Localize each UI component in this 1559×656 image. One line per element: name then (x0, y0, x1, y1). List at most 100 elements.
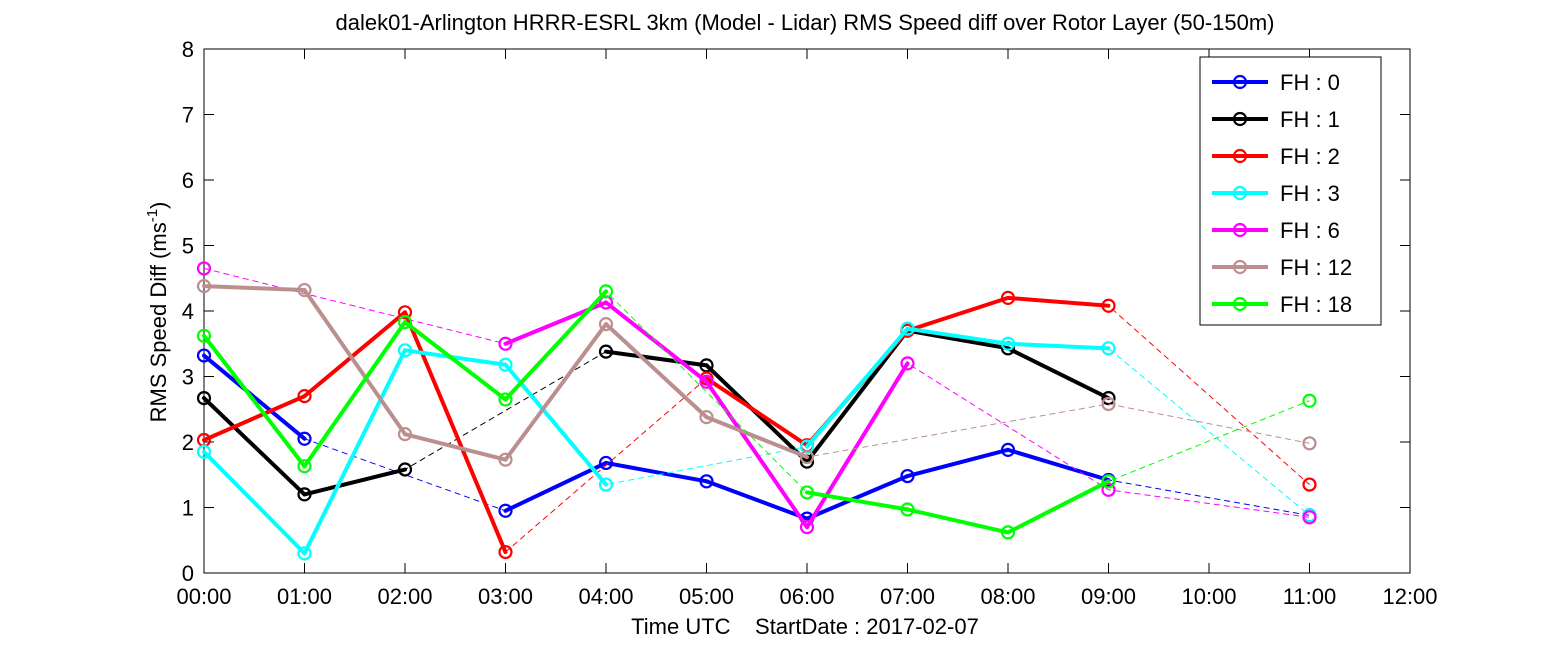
series-segment (403, 432, 508, 462)
data-point (799, 439, 815, 454)
series-segment (704, 415, 809, 460)
series-segment (905, 295, 1010, 333)
x-tick-label: 08:00 (980, 584, 1035, 609)
legend-swatch-marker (1232, 296, 1248, 312)
series-dashed-line (203, 328, 1310, 555)
y-tick-label: 7 (182, 103, 194, 128)
series-segment (503, 362, 608, 487)
legend-label: FH : 18 (1280, 292, 1352, 317)
legend-item: FH : 0 (1212, 70, 1340, 95)
series-segment (202, 353, 307, 441)
series-segment (302, 320, 407, 469)
series-segment (604, 322, 709, 420)
legend-item: FH : 18 (1212, 292, 1352, 317)
legend-label: FH : 3 (1280, 181, 1340, 206)
data-point (1101, 341, 1116, 356)
series-segment (202, 396, 307, 497)
data-point (196, 391, 212, 406)
x-tick-label: 12:00 (1382, 584, 1437, 609)
legend-item: FH : 2 (1212, 144, 1340, 169)
data-point (1302, 436, 1317, 451)
series-segment (1006, 346, 1111, 401)
legend-label: FH : 0 (1280, 70, 1340, 95)
series-segment (905, 326, 1010, 346)
data-point (598, 455, 614, 471)
data-point (196, 279, 212, 294)
chart-title: dalek01-Arlington HRRR-ESRL 3km (Model -… (335, 10, 1274, 35)
x-tick-label: 04:00 (578, 584, 633, 609)
data-point (699, 358, 714, 373)
data-point (498, 544, 513, 560)
data-point (1000, 442, 1016, 457)
x-tick-label: 06:00 (779, 584, 834, 609)
series-segment (302, 467, 407, 497)
series-segment (704, 379, 809, 530)
legend: FH : 0 FH : 1 FH : 2 FH : 3 FH : 6 FH : 12 FH … (1199, 56, 1382, 326)
data-point (699, 374, 714, 389)
series-segment (805, 326, 910, 449)
y-tick-label: 3 (182, 365, 194, 390)
data-point (598, 344, 614, 359)
data-point (397, 462, 413, 477)
data-point (1000, 336, 1016, 351)
series-segment (905, 507, 1010, 535)
series-segment (704, 376, 809, 448)
data-point (1101, 474, 1116, 489)
legend-label: FH : 1 (1280, 107, 1340, 132)
x-tick-label: 03:00 (478, 584, 533, 609)
x-tick-label: 01:00 (277, 584, 332, 609)
series-segment (1006, 295, 1111, 308)
data-point (297, 459, 312, 474)
data-point (1000, 525, 1016, 540)
data-point (799, 449, 815, 465)
y-tick-label: 6 (182, 168, 194, 193)
series-segment (704, 479, 809, 521)
data-point (900, 321, 915, 336)
series-segment (503, 322, 608, 462)
legend-swatch-marker (1232, 259, 1248, 275)
series-segment (1006, 479, 1111, 535)
data-point (297, 431, 312, 446)
series-segment (503, 460, 608, 513)
data-point (196, 261, 212, 276)
data-point (799, 520, 815, 535)
data-point (1101, 396, 1116, 412)
data-point (397, 315, 413, 330)
axes: 00:00 01:00 02:00 03:00 04:00 05:00 06:00 07:00… (176, 37, 1437, 609)
data-point (1302, 477, 1317, 492)
legend-item: FH : 1 (1212, 107, 1340, 132)
series-segment (403, 320, 508, 402)
data-point (1000, 290, 1016, 305)
series-dashed-line (203, 267, 1310, 529)
series-segment (805, 361, 910, 530)
series-6 (196, 284, 1317, 540)
data-point (598, 477, 614, 492)
series-2 (196, 290, 1317, 560)
legend-swatch-marker (1232, 111, 1248, 127)
x-tick-label: 10:00 (1181, 584, 1236, 609)
data-point (598, 284, 614, 299)
data-point (498, 452, 513, 467)
y-tick-label: 2 (182, 430, 194, 455)
series-segment (1006, 341, 1111, 351)
data-point (498, 503, 513, 518)
data-point (397, 427, 413, 442)
legend-swatch-marker (1232, 148, 1248, 164)
series-segment (202, 394, 307, 443)
data-point (1302, 393, 1317, 408)
y-tick-label: 5 (182, 234, 194, 259)
data-point (498, 357, 513, 372)
data-point (498, 336, 513, 351)
series-segment (403, 348, 508, 367)
series-segment (1006, 447, 1111, 482)
x-tick-label: 07:00 (880, 584, 935, 609)
legend-label: FH : 6 (1280, 218, 1340, 243)
series-segment (905, 447, 1010, 479)
y-tick-label: 4 (182, 299, 194, 324)
y-axis-label: RMS Speed Diff (ms-1) (144, 202, 171, 423)
y-axis-label-superscript: -1 (144, 209, 161, 222)
data-point (900, 502, 915, 517)
data-point (297, 546, 312, 561)
data-point (196, 348, 212, 363)
